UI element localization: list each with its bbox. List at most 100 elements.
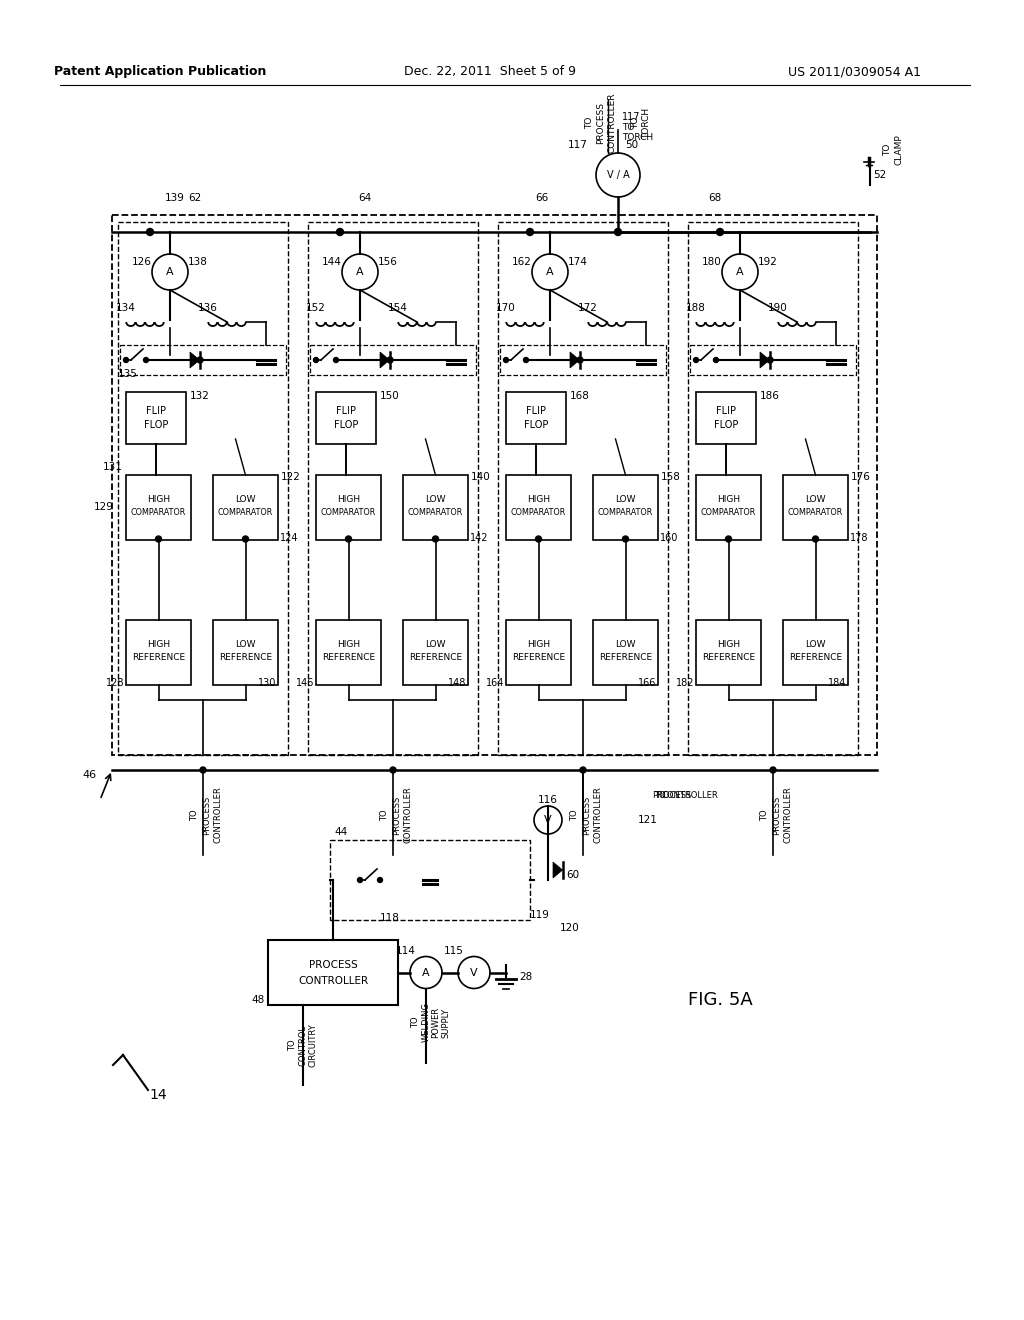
Text: COMPARATOR: COMPARATOR — [321, 508, 376, 517]
Bar — [696, 392, 756, 444]
Text: CONTROLLER: CONTROLLER — [783, 787, 793, 843]
Circle shape — [526, 228, 534, 235]
Text: FLIP: FLIP — [716, 407, 736, 416]
Text: 168: 168 — [570, 391, 590, 401]
Text: 158: 158 — [662, 473, 681, 482]
Text: CONTROLLER: CONTROLLER — [594, 787, 602, 843]
Bar — [310, 345, 476, 375]
Text: 182: 182 — [676, 678, 694, 688]
Bar — [403, 475, 468, 540]
Text: LOW: LOW — [236, 495, 256, 504]
Text: 146: 146 — [296, 678, 314, 688]
Text: 148: 148 — [447, 678, 466, 688]
Text: FLOP: FLOP — [524, 420, 548, 430]
Text: 190: 190 — [768, 304, 787, 313]
Text: CIRCUITRY: CIRCUITRY — [308, 1023, 317, 1067]
Circle shape — [342, 253, 378, 290]
Circle shape — [146, 228, 154, 235]
Text: TO: TO — [412, 1016, 421, 1028]
Text: 156: 156 — [378, 257, 398, 267]
Circle shape — [725, 536, 731, 543]
Circle shape — [124, 358, 128, 363]
Circle shape — [693, 358, 698, 363]
Polygon shape — [380, 352, 389, 368]
Text: 44: 44 — [334, 828, 347, 837]
Text: 119: 119 — [530, 909, 550, 920]
Text: CLAMP: CLAMP — [895, 135, 903, 165]
Text: 170: 170 — [496, 304, 516, 313]
Bar — [498, 222, 668, 755]
Circle shape — [717, 228, 724, 235]
Text: 154: 154 — [388, 304, 408, 313]
Text: V: V — [544, 814, 552, 825]
Text: 115: 115 — [444, 945, 464, 956]
Bar — [696, 620, 761, 685]
Text: 150: 150 — [380, 391, 399, 401]
Text: LOW: LOW — [236, 640, 256, 649]
Bar — [506, 392, 566, 444]
Text: FIG. 5A: FIG. 5A — [688, 991, 753, 1008]
Circle shape — [357, 878, 362, 883]
Text: TO: TO — [190, 809, 200, 821]
Text: 152: 152 — [306, 304, 326, 313]
Text: TO: TO — [632, 116, 640, 129]
Text: 120: 120 — [560, 923, 580, 933]
Bar — [783, 475, 848, 540]
Bar — [126, 475, 191, 540]
Bar — [308, 222, 478, 755]
Text: Dec. 22, 2011  Sheet 5 of 9: Dec. 22, 2011 Sheet 5 of 9 — [404, 66, 575, 78]
Text: PROCESS: PROCESS — [652, 791, 691, 800]
Text: 128: 128 — [105, 678, 124, 688]
Text: COMPARATOR: COMPARATOR — [131, 508, 186, 517]
Text: V: V — [470, 968, 478, 978]
Circle shape — [156, 536, 162, 543]
Circle shape — [378, 878, 383, 883]
Text: COMPARATOR: COMPARATOR — [408, 508, 463, 517]
Bar — [403, 620, 468, 685]
Circle shape — [722, 253, 758, 290]
Bar — [506, 475, 571, 540]
Circle shape — [390, 767, 396, 774]
Circle shape — [770, 767, 776, 774]
Circle shape — [197, 356, 203, 363]
Text: 176: 176 — [851, 473, 870, 482]
Bar — [506, 620, 571, 685]
Text: 188: 188 — [686, 304, 706, 313]
Text: LOW: LOW — [805, 640, 825, 649]
Text: 174: 174 — [568, 257, 588, 267]
Text: LOW: LOW — [425, 495, 445, 504]
Bar — [783, 620, 848, 685]
Bar — [316, 392, 376, 444]
Bar — [213, 475, 278, 540]
Bar — [120, 345, 286, 375]
Text: PROCESS: PROCESS — [772, 796, 781, 834]
Text: 122: 122 — [281, 473, 301, 482]
Circle shape — [313, 358, 318, 363]
Text: REFERENCE: REFERENCE — [132, 653, 185, 663]
Text: REFERENCE: REFERENCE — [512, 653, 565, 663]
Text: 172: 172 — [578, 304, 598, 313]
Text: LOW: LOW — [805, 495, 825, 504]
Text: 118: 118 — [380, 913, 400, 923]
Text: 60: 60 — [566, 870, 580, 880]
Bar — [696, 475, 761, 540]
Text: 116: 116 — [538, 795, 558, 805]
Text: CONTROLLER: CONTROLLER — [607, 92, 616, 153]
Bar — [316, 475, 381, 540]
Text: 121: 121 — [638, 814, 658, 825]
Text: REFERENCE: REFERENCE — [219, 653, 272, 663]
Text: COMPARATOR: COMPARATOR — [218, 508, 273, 517]
Polygon shape — [553, 862, 562, 878]
Text: 132: 132 — [190, 391, 210, 401]
Text: CONTROLLER: CONTROLLER — [213, 787, 222, 843]
Polygon shape — [570, 352, 580, 368]
Text: COMPARATOR: COMPARATOR — [511, 508, 566, 517]
Circle shape — [458, 957, 490, 989]
Text: COMPARATOR: COMPARATOR — [787, 508, 843, 517]
Text: 135: 135 — [118, 370, 138, 379]
Text: 134: 134 — [116, 304, 136, 313]
Text: 192: 192 — [758, 257, 778, 267]
Text: 48: 48 — [252, 995, 265, 1005]
Text: 68: 68 — [709, 193, 722, 203]
Circle shape — [534, 807, 562, 834]
